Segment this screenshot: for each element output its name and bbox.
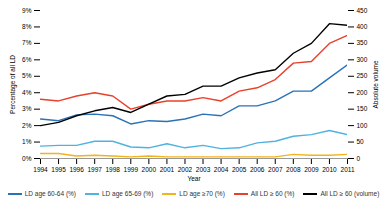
svg-text:2011: 2011 — [341, 166, 355, 173]
svg-text:2006: 2006 — [250, 166, 265, 173]
svg-text:2010: 2010 — [322, 166, 337, 173]
svg-text:0: 0 — [357, 155, 361, 162]
svg-text:5%: 5% — [22, 72, 32, 79]
svg-text:2005: 2005 — [232, 166, 247, 173]
svg-text:2001: 2001 — [160, 166, 175, 173]
html-text:All LD ≥ 60 (volume): All LD ≥ 60 (volume) — [320, 190, 380, 197]
svg-text:2003: 2003 — [196, 166, 211, 173]
svg-text:Absolute volume: Absolute volume — [372, 60, 379, 108]
svg-text:1%: 1% — [22, 138, 32, 145]
svg-text:2000: 2000 — [142, 166, 157, 173]
svg-text:1998: 1998 — [106, 166, 121, 173]
svg-text:1999: 1999 — [124, 166, 139, 173]
svg-text:8%: 8% — [22, 23, 32, 30]
svg-text:350: 350 — [357, 39, 368, 46]
svg-text:1994: 1994 — [33, 166, 48, 173]
svg-text:150: 150 — [357, 105, 368, 112]
html-text:LD age ≥70 (%): LD age ≥70 (%) — [179, 190, 225, 197]
svg-text:450: 450 — [357, 7, 368, 14]
svg-text:200: 200 — [357, 89, 368, 96]
svg-text:4%: 4% — [22, 89, 32, 96]
svg-text:2009: 2009 — [304, 166, 319, 173]
svg-text:6%: 6% — [22, 56, 32, 63]
svg-text:250: 250 — [357, 72, 368, 79]
svg-text:0%: 0% — [22, 155, 32, 162]
svg-text:1995: 1995 — [51, 166, 66, 173]
svg-text:2004: 2004 — [214, 166, 229, 173]
svg-text:9%: 9% — [22, 7, 32, 14]
svg-text:400: 400 — [357, 23, 368, 30]
html-text:LD age 65-69 (%): LD age 65-69 (%) — [102, 190, 154, 197]
svg-text:300: 300 — [357, 56, 368, 63]
svg-text:Percentage of all LD: Percentage of all LD — [9, 55, 17, 114]
svg-text:100: 100 — [357, 122, 368, 129]
svg-text:2002: 2002 — [178, 166, 193, 173]
svg-text:50: 50 — [357, 138, 365, 145]
svg-text:7%: 7% — [22, 39, 32, 46]
svg-text:3%: 3% — [22, 105, 32, 112]
svg-text:Year: Year — [187, 175, 201, 182]
svg-text:1996: 1996 — [69, 166, 84, 173]
svg-text:2008: 2008 — [286, 166, 301, 173]
svg-text:1997: 1997 — [87, 166, 102, 173]
svg-text:2%: 2% — [22, 122, 32, 129]
html-text:LD age 60-64 (%): LD age 60-64 (%) — [24, 190, 76, 197]
svg-text:2007: 2007 — [268, 166, 283, 173]
html-text:All LD ≥ 60 (%): All LD ≥ 60 (%) — [250, 190, 295, 197]
